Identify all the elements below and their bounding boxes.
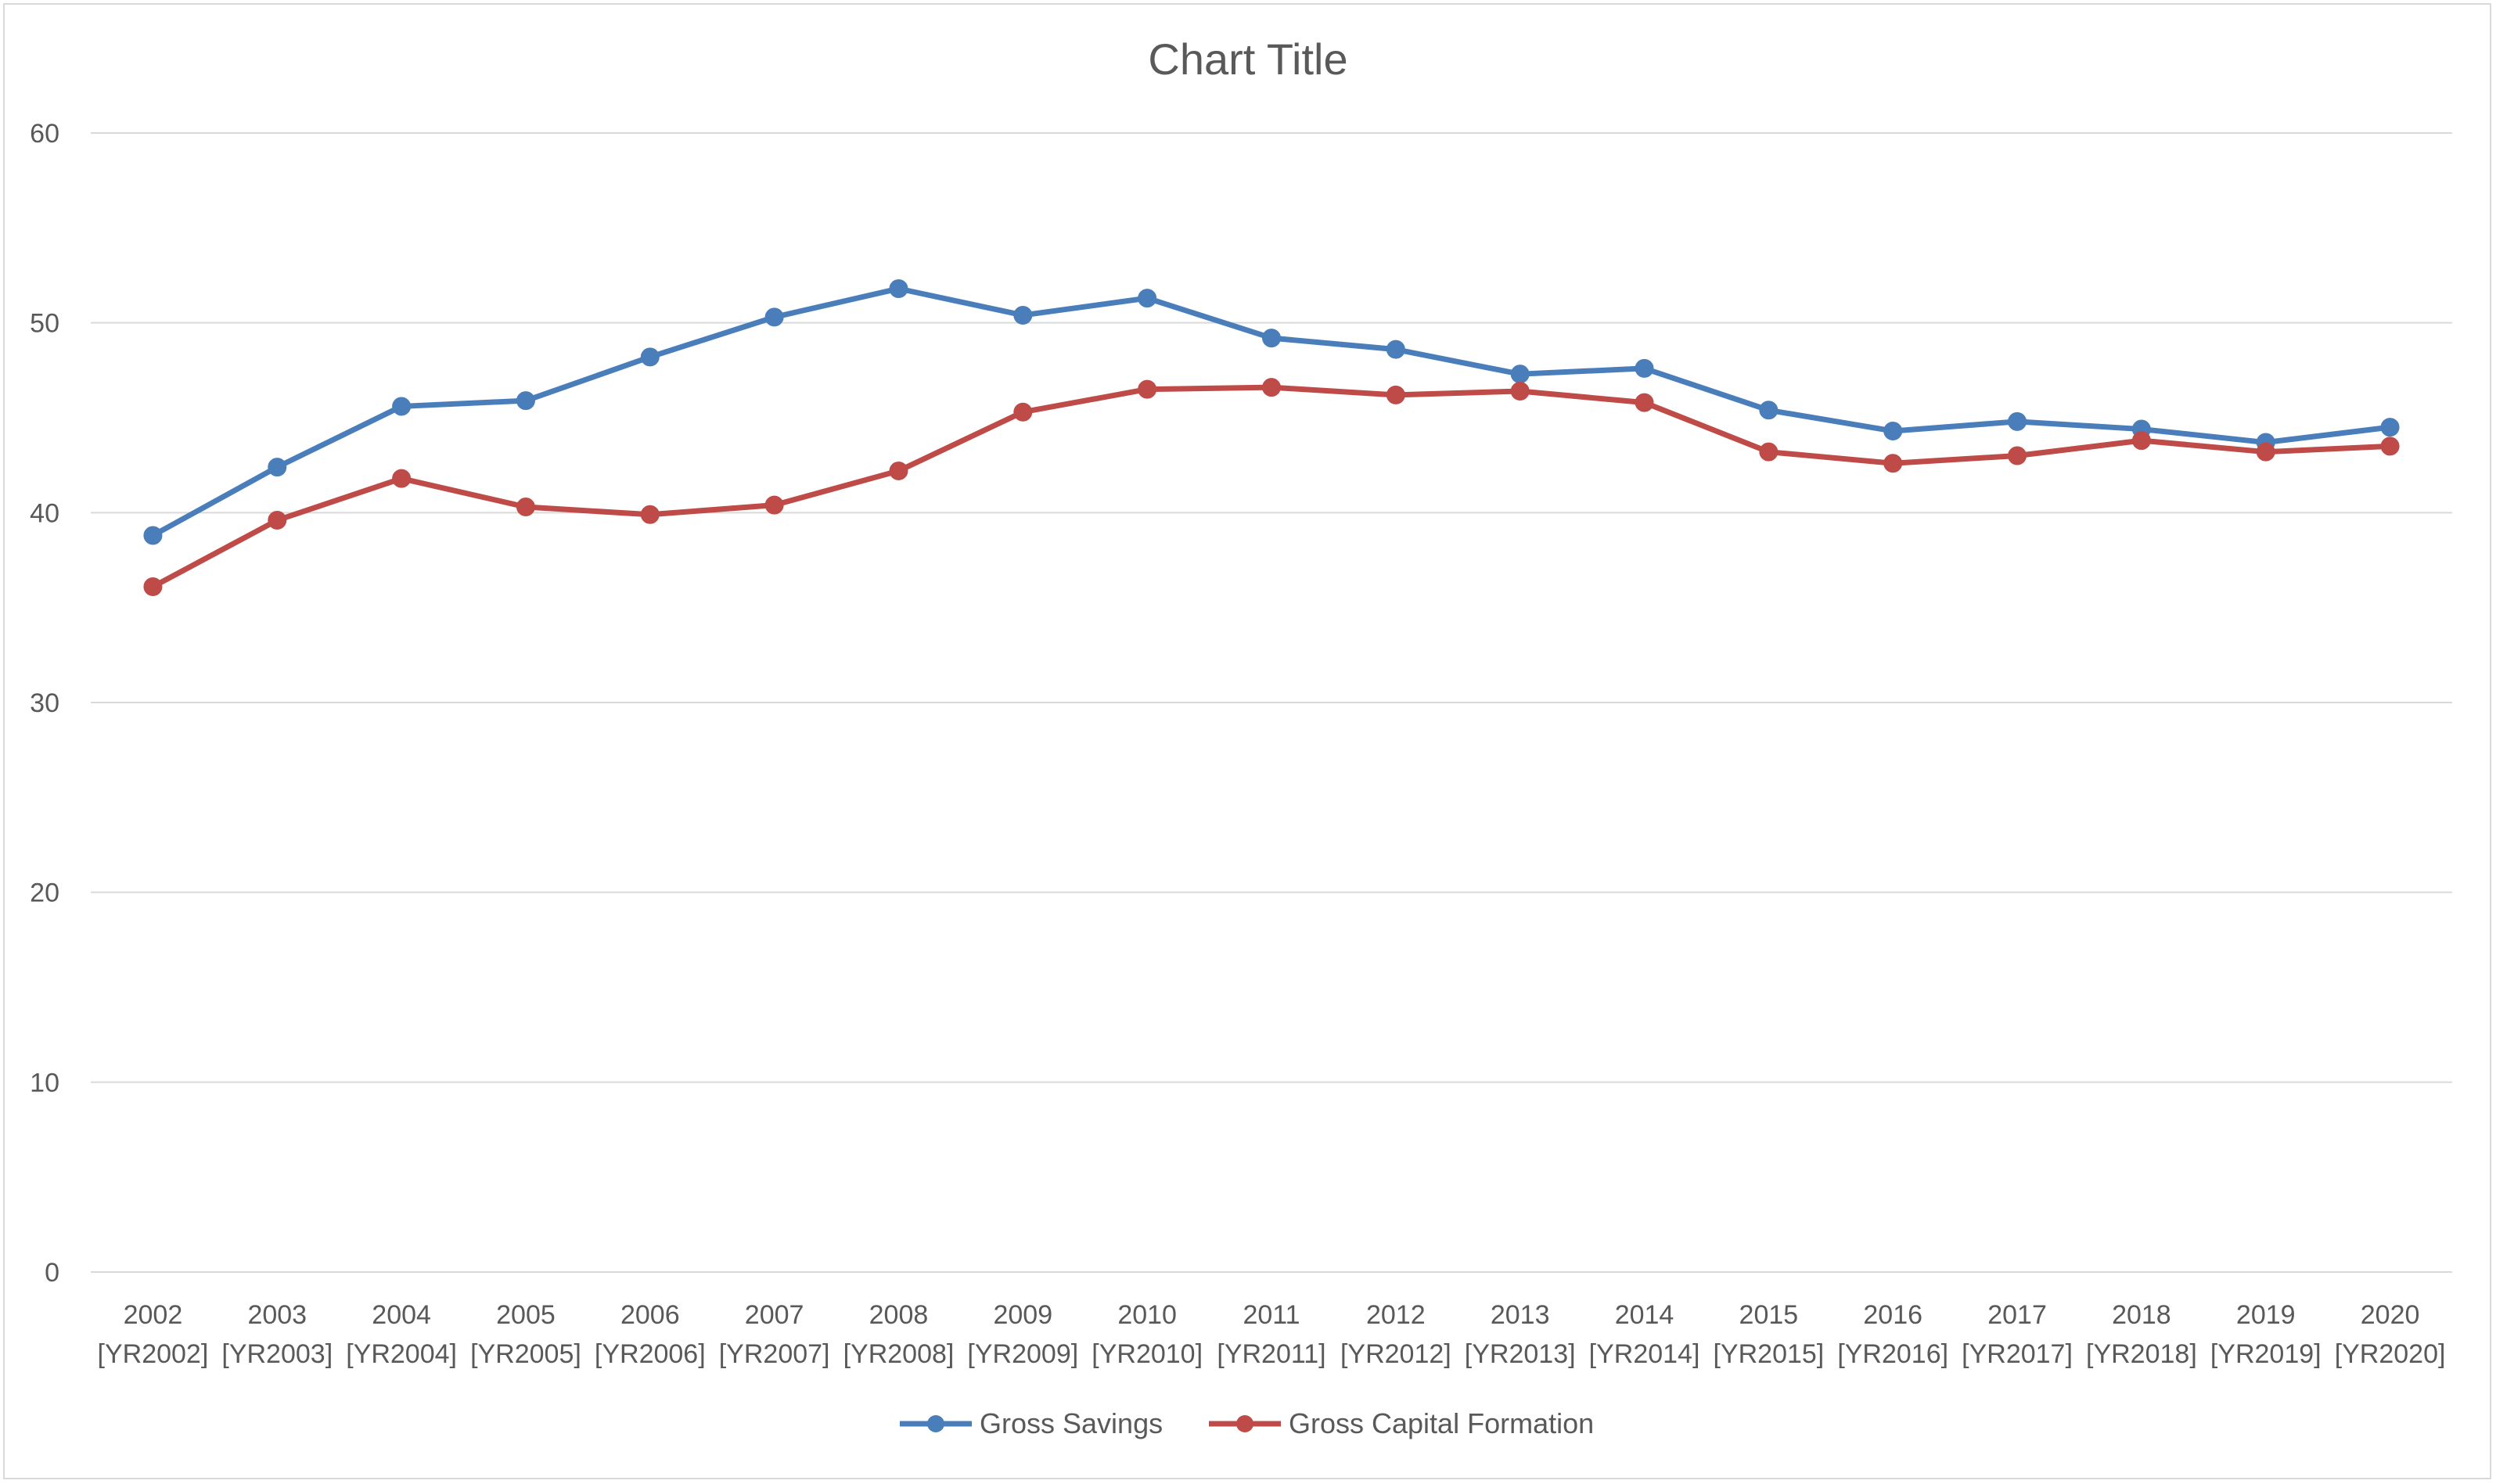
- x-tick-sublabel: [YR2008]: [843, 1339, 955, 1369]
- x-tick-label: 2002: [124, 1300, 183, 1330]
- data-point: [1883, 454, 1903, 473]
- legend: Gross Savings Gross Capital Formation: [900, 1407, 1594, 1439]
- x-tick-label: 2015: [1739, 1300, 1799, 1330]
- data-point: [516, 498, 535, 517]
- x-tick-sublabel: [YR2017]: [1962, 1339, 2073, 1369]
- x-tick-sublabel: [YR2014]: [1589, 1339, 1700, 1369]
- x-tick-label: 2020: [2361, 1300, 2420, 1330]
- data-point: [516, 391, 535, 411]
- data-point: [2380, 437, 2400, 456]
- y-axis-ticks: 0 10 20 30 40 50 60: [30, 119, 59, 1288]
- data-point: [2131, 431, 2151, 451]
- data-point: [1262, 329, 1281, 348]
- data-point: [1759, 401, 1778, 420]
- x-tick-sublabel: [YR2004]: [346, 1339, 457, 1369]
- x-tick-sublabel: [YR2005]: [470, 1339, 581, 1369]
- x-tick-label: 2012: [1366, 1300, 1426, 1330]
- data-point: [1883, 421, 1903, 440]
- legend-label: Gross Capital Formation: [1289, 1407, 1594, 1439]
- data-point: [2008, 446, 2027, 465]
- data-point: [764, 495, 784, 515]
- x-tick-sublabel: [YR2013]: [1465, 1339, 1576, 1369]
- data-point: [1510, 365, 1530, 384]
- series-1: [143, 378, 2400, 596]
- x-tick-label: 2011: [1243, 1300, 1300, 1330]
- series-layer: [143, 278, 2400, 596]
- data-point: [1386, 340, 1405, 359]
- legend-swatch-marker: [927, 1415, 944, 1432]
- data-point: [1386, 385, 1405, 404]
- data-point: [143, 577, 163, 596]
- x-tick-sublabel: [YR2002]: [98, 1339, 209, 1369]
- x-tick-sublabel: [YR2011]: [1217, 1339, 1325, 1369]
- data-point: [2380, 418, 2400, 437]
- data-point: [1138, 289, 1157, 308]
- data-point: [1013, 402, 1033, 422]
- x-tick-sublabel: [YR2015]: [1713, 1339, 1824, 1369]
- data-point: [640, 347, 660, 367]
- y-tick-label: 30: [30, 688, 59, 718]
- x-tick-label: 2017: [1987, 1300, 2047, 1330]
- x-tick-sublabel: [YR2012]: [1340, 1339, 1451, 1369]
- data-point: [640, 505, 660, 524]
- data-point: [392, 397, 412, 416]
- x-tick-label: 2019: [2236, 1300, 2296, 1330]
- y-tick-label: 50: [30, 309, 59, 339]
- data-point: [143, 526, 163, 545]
- x-tick-label: 2013: [1491, 1300, 1550, 1330]
- x-tick-sublabel: [YR2016]: [1837, 1339, 1948, 1369]
- x-tick-sublabel: [YR2006]: [595, 1339, 706, 1369]
- data-point: [268, 511, 287, 530]
- data-point: [2256, 442, 2275, 462]
- data-point: [392, 469, 412, 488]
- x-tick-label: 2014: [1615, 1300, 1674, 1330]
- x-tick-label: 2003: [247, 1300, 307, 1330]
- series-line: [149, 384, 2393, 590]
- x-tick-sublabel: [YR2019]: [2210, 1339, 2322, 1369]
- x-tick-sublabel: [YR2003]: [221, 1339, 333, 1369]
- chart-frame: [3, 3, 2491, 1479]
- data-point: [268, 458, 287, 477]
- data-point: [1510, 382, 1530, 401]
- x-tick-sublabel: [YR2010]: [1092, 1339, 1203, 1369]
- x-tick-label: 2016: [1863, 1300, 1922, 1330]
- gridlines: [91, 132, 2452, 1273]
- y-tick-label: 0: [45, 1258, 59, 1288]
- x-tick-sublabel: [YR2018]: [2086, 1339, 2197, 1369]
- y-tick-label: 20: [30, 879, 59, 908]
- x-tick-sublabel: [YR2007]: [719, 1339, 830, 1369]
- legend-entry: Gross Savings: [900, 1407, 1163, 1439]
- data-point: [2008, 411, 2027, 431]
- x-axis-ticks: 2002 [YR2002] 2003 [YR2003] 2004 [YR2004] 2005…: [98, 1300, 2446, 1369]
- series-0: [143, 278, 2400, 545]
- data-point: [889, 278, 908, 298]
- data-point: [1759, 442, 1778, 462]
- y-tick-label: 40: [30, 498, 59, 528]
- x-tick-sublabel: [YR2009]: [967, 1339, 1078, 1369]
- legend-label: Gross Savings: [980, 1407, 1163, 1439]
- data-point: [1635, 358, 1654, 378]
- data-point: [1138, 379, 1157, 399]
- data-point: [1635, 393, 1654, 412]
- legend-swatch-marker: [1236, 1415, 1253, 1432]
- data-point: [1013, 305, 1033, 325]
- data-point: [764, 307, 784, 327]
- y-tick-label: 60: [30, 119, 59, 149]
- chart-title: Chart Title: [1148, 34, 1347, 84]
- x-tick-label: 2005: [496, 1300, 556, 1330]
- x-tick-label: 2008: [869, 1300, 929, 1330]
- data-point: [889, 461, 908, 480]
- y-tick-label: 10: [30, 1068, 59, 1098]
- x-tick-sublabel: [YR2020]: [2335, 1339, 2446, 1369]
- x-tick-label: 2018: [2112, 1300, 2171, 1330]
- x-tick-label: 2009: [993, 1300, 1052, 1330]
- x-tick-label: 2010: [1117, 1300, 1177, 1330]
- data-point: [1262, 378, 1281, 397]
- x-tick-label: 2006: [620, 1300, 680, 1330]
- legend-entry: Gross Capital Formation: [1209, 1407, 1594, 1439]
- x-tick-label: 2007: [745, 1300, 804, 1330]
- x-tick-label: 2004: [372, 1300, 431, 1330]
